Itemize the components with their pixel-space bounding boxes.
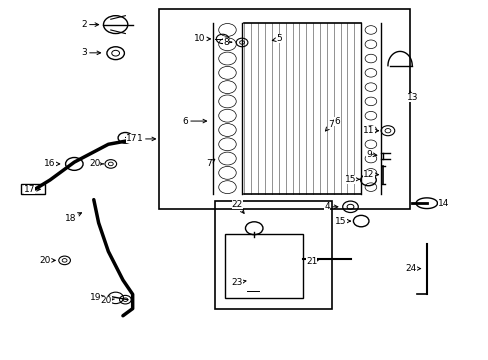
Text: 14: 14 xyxy=(437,199,448,208)
Text: 10: 10 xyxy=(194,35,210,44)
Bar xyxy=(224,234,302,298)
Text: 6: 6 xyxy=(330,117,339,126)
Text: 7: 7 xyxy=(206,159,214,168)
Text: 23: 23 xyxy=(231,278,245,287)
Text: 11: 11 xyxy=(363,126,378,135)
Text: 21: 21 xyxy=(305,257,318,266)
Text: 15: 15 xyxy=(344,175,359,184)
Text: 2: 2 xyxy=(81,20,99,29)
Text: 18: 18 xyxy=(64,213,81,223)
Text: 16: 16 xyxy=(44,159,60,168)
Text: 20: 20 xyxy=(100,296,114,305)
Text: 7: 7 xyxy=(325,120,333,131)
Text: 12: 12 xyxy=(363,170,378,179)
Text: 13: 13 xyxy=(406,91,417,102)
Text: 22: 22 xyxy=(231,200,244,213)
Bar xyxy=(21,184,45,194)
Text: 20: 20 xyxy=(40,256,55,265)
Text: 8: 8 xyxy=(223,37,231,46)
Text: 17: 17 xyxy=(24,185,40,194)
Bar xyxy=(159,9,409,208)
Text: 17: 17 xyxy=(125,134,137,143)
Text: 4: 4 xyxy=(324,202,337,211)
Text: 24: 24 xyxy=(405,264,420,273)
Text: 1: 1 xyxy=(137,134,155,143)
Text: 9: 9 xyxy=(366,150,376,159)
Text: 15: 15 xyxy=(334,217,350,226)
Text: 6: 6 xyxy=(182,117,206,126)
Bar xyxy=(215,202,331,309)
Text: 5: 5 xyxy=(272,35,282,44)
Text: 19: 19 xyxy=(89,293,104,302)
Text: 3: 3 xyxy=(81,48,101,57)
Text: 20: 20 xyxy=(89,159,103,168)
